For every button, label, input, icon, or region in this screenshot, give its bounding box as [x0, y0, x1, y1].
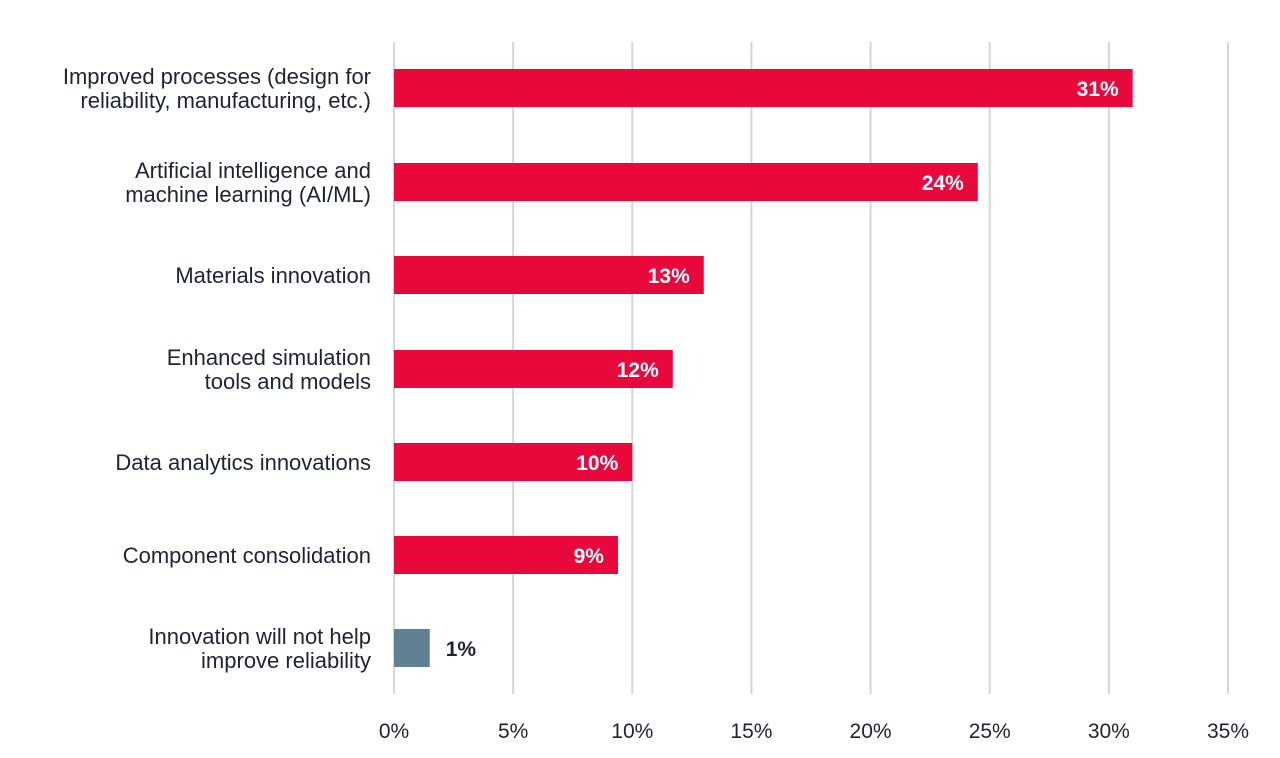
bar: [394, 443, 633, 481]
value-label: 24%: [922, 172, 964, 195]
category-labels: Improved processes (design forreliabilit…: [63, 64, 371, 673]
bar: [394, 350, 673, 388]
value-label: 9%: [574, 545, 605, 568]
x-tick-label: 5%: [498, 720, 528, 743]
x-tick-label: 35%: [1207, 720, 1249, 743]
bar: [394, 69, 1133, 107]
category-label: Materials innovation: [175, 263, 371, 288]
x-tick-label: 10%: [611, 720, 653, 743]
value-label: 12%: [617, 359, 659, 382]
value-label: 10%: [576, 452, 618, 475]
category-label: Component consolidation: [123, 543, 371, 568]
bar: [394, 256, 704, 294]
bar: [394, 536, 618, 574]
value-label: 13%: [648, 265, 690, 288]
category-label: Improved processes (design for: [63, 64, 371, 89]
x-tick-label: 20%: [850, 720, 892, 743]
x-tick-label: 30%: [1088, 720, 1130, 743]
category-label: Data analytics innovations: [115, 450, 371, 475]
bars: [394, 69, 1133, 667]
bar: [394, 629, 430, 667]
category-label: tools and models: [205, 369, 371, 394]
x-tick-label: 0%: [379, 720, 409, 743]
x-axis-tick-labels: 0% 5% 10% 15% 20% 25% 30% 35%: [379, 720, 1249, 743]
category-label: Artificial intelligence and: [135, 158, 371, 183]
x-tick-label: 25%: [969, 720, 1011, 743]
category-label: machine learning (AI/ML): [125, 182, 371, 207]
value-label: 1%: [446, 638, 477, 661]
x-tick-label: 15%: [730, 720, 772, 743]
category-label: reliability, manufacturing, etc.): [80, 88, 371, 113]
category-label: Enhanced simulation: [167, 345, 371, 370]
value-labels: 31% 24% 13% 12% 10% 9% 1%: [446, 78, 1119, 661]
category-label: Innovation will not help: [148, 624, 371, 649]
value-label: 31%: [1077, 78, 1119, 101]
category-label: improve reliability: [201, 648, 371, 673]
bar: [394, 163, 978, 201]
